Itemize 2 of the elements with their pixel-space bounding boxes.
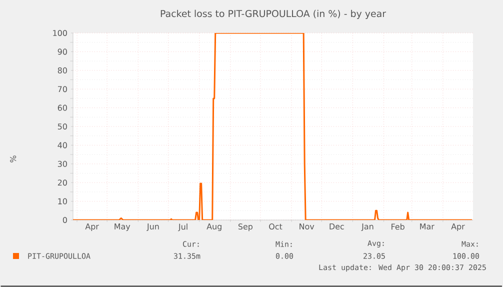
chart-title: Packet loss to PIT-GRUPOULLOA (in %) - by year [160,10,386,19]
line-series [73,32,473,220]
